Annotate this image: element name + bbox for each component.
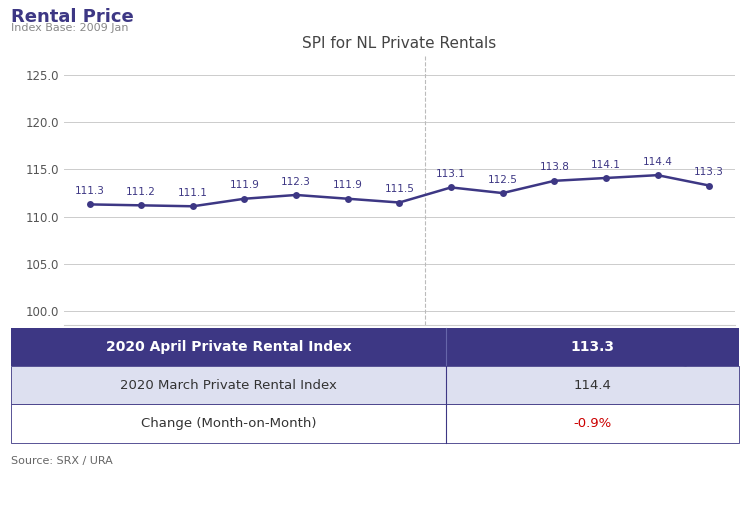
Text: 111.5: 111.5 bbox=[385, 184, 414, 194]
Text: 114.4: 114.4 bbox=[574, 379, 611, 392]
Text: 113.3: 113.3 bbox=[571, 340, 614, 354]
Text: Rental Price: Rental Price bbox=[11, 8, 134, 26]
Text: 2020 March Private Rental Index: 2020 March Private Rental Index bbox=[120, 379, 338, 392]
Title: SPI for NL Private Rentals: SPI for NL Private Rentals bbox=[302, 36, 496, 51]
Text: Change (Month-on-Month): Change (Month-on-Month) bbox=[141, 417, 316, 430]
Text: 112.3: 112.3 bbox=[281, 177, 311, 187]
Text: 111.9: 111.9 bbox=[333, 180, 363, 190]
Text: 111.9: 111.9 bbox=[230, 180, 260, 190]
Text: 113.1: 113.1 bbox=[436, 169, 466, 179]
Text: 113.3: 113.3 bbox=[694, 167, 724, 177]
Text: 113.8: 113.8 bbox=[539, 162, 569, 173]
Text: -0.9%: -0.9% bbox=[573, 417, 612, 430]
Text: 2020 April Private Rental Index: 2020 April Private Rental Index bbox=[106, 340, 352, 354]
Text: 111.3: 111.3 bbox=[75, 186, 104, 196]
Text: 111.1: 111.1 bbox=[178, 188, 208, 198]
Text: Index Base: 2009 Jan: Index Base: 2009 Jan bbox=[11, 23, 129, 33]
Text: 112.5: 112.5 bbox=[488, 175, 518, 185]
Text: 114.4: 114.4 bbox=[643, 157, 673, 167]
Text: Source: SRX / URA: Source: SRX / URA bbox=[11, 456, 113, 466]
Text: 114.1: 114.1 bbox=[591, 160, 621, 169]
Text: 111.2: 111.2 bbox=[126, 187, 156, 197]
